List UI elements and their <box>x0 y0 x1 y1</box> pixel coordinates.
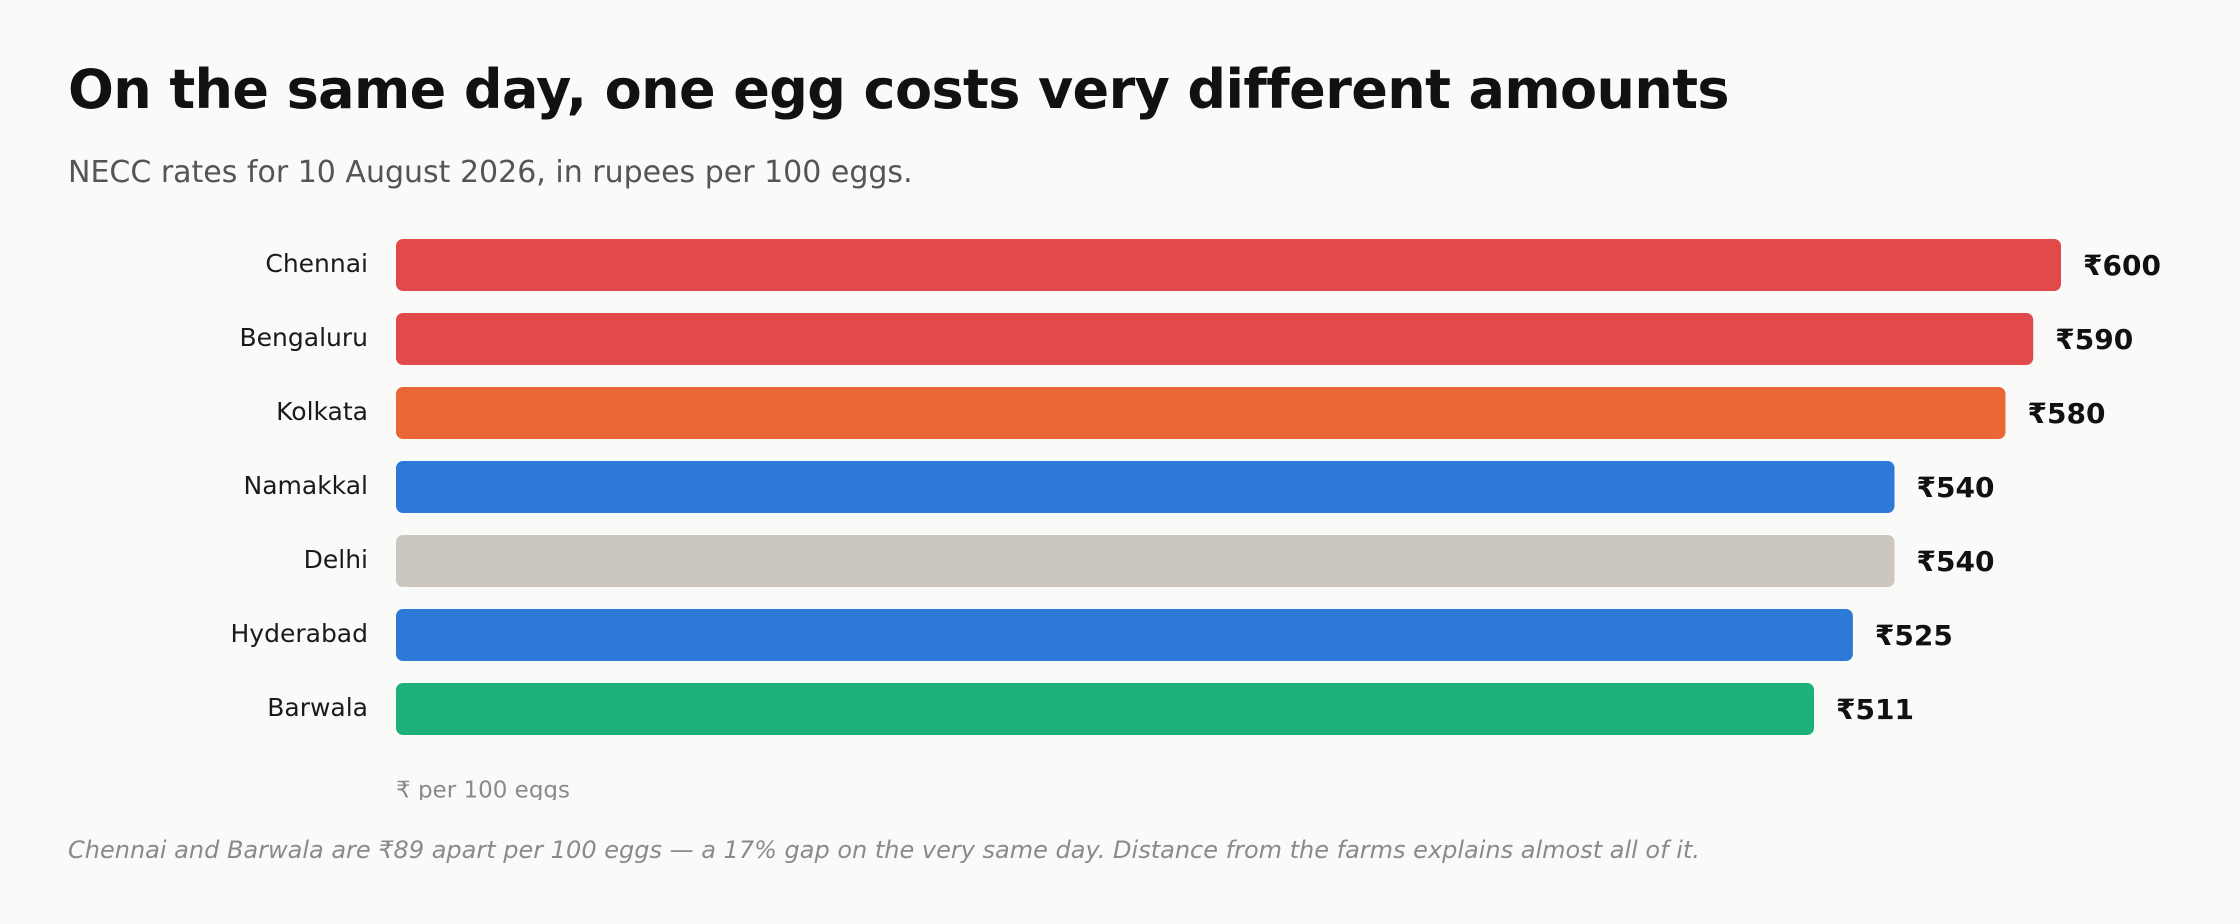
bar-bengaluru <box>396 313 2034 365</box>
value-label-kolkata: ₹580 <box>2028 397 2106 430</box>
value-label-bengaluru: ₹590 <box>2055 323 2133 356</box>
bar-kolkata <box>396 387 2006 439</box>
axis-label: ₹ per 100 eggs <box>396 778 570 801</box>
bar-barwala <box>396 683 1815 735</box>
category-label-barwala: Barwala <box>267 693 368 722</box>
bar-chart: Chennai ₹600 Bengaluru ₹590 Kolkata ₹580 Namak… <box>231 239 2161 801</box>
chart-title: On the same day, one egg costs very diff… <box>68 58 1730 121</box>
chart-subtitle: NECC rates for 10 August 2026, in rupees… <box>68 155 913 190</box>
category-label-delhi: Delhi <box>304 545 368 574</box>
bar-chennai <box>396 239 2061 291</box>
value-label-chennai: ₹600 <box>2083 249 2161 282</box>
bar-delhi <box>396 535 1895 587</box>
category-label-bengaluru: Bengaluru <box>240 323 368 352</box>
value-label-namakkal: ₹540 <box>1917 471 1995 504</box>
chart-footnote: Chennai and Barwala are ₹89 apart per 10… <box>68 836 1700 864</box>
category-label-namakkal: Namakkal <box>244 471 368 500</box>
value-label-barwala: ₹511 <box>1836 693 1914 726</box>
value-label-delhi: ₹540 <box>1917 545 1995 578</box>
category-label-kolkata: Kolkata <box>276 397 368 426</box>
value-label-hyderabad: ₹525 <box>1875 619 1953 652</box>
bar-namakkal <box>396 461 1895 513</box>
bar-hyderabad <box>396 609 1853 661</box>
category-label-hyderabad: Hyderabad <box>231 619 369 648</box>
category-label-chennai: Chennai <box>265 249 368 278</box>
